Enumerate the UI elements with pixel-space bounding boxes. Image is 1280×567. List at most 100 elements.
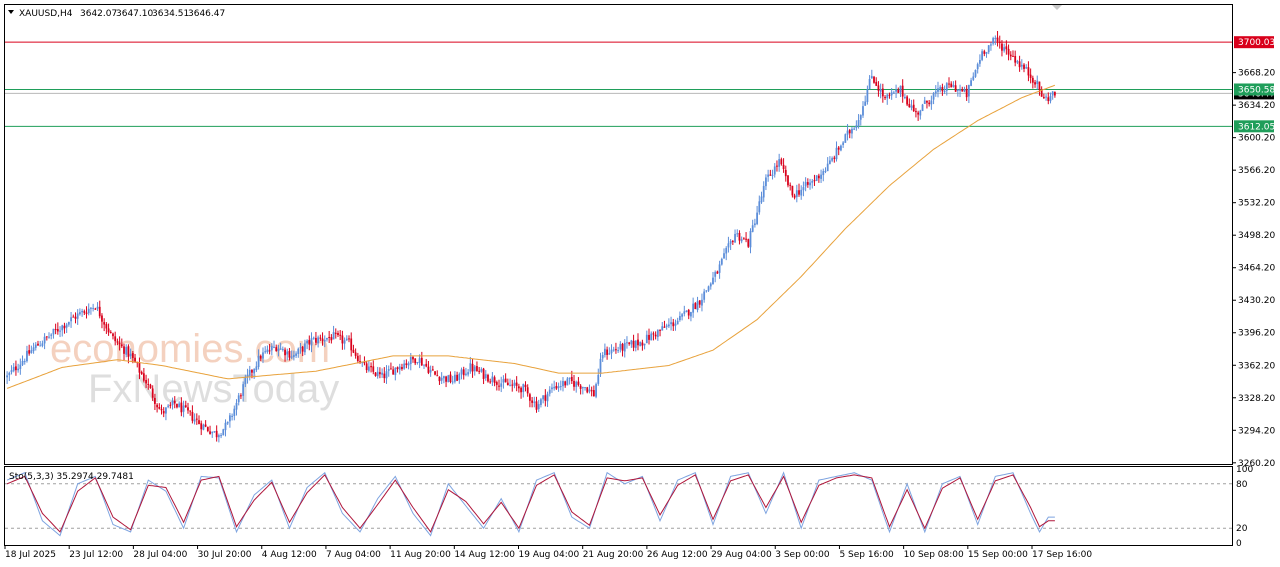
candle-body <box>270 346 273 351</box>
candle-body <box>193 419 196 422</box>
candle-body <box>562 381 564 387</box>
candle-body <box>374 372 377 376</box>
candle-body <box>288 350 291 358</box>
candle-body <box>429 370 432 373</box>
candle-body <box>81 310 84 313</box>
candle-body <box>875 81 878 86</box>
candle-body <box>985 52 988 54</box>
candle-body <box>1049 95 1052 102</box>
y-tick-label: 3668.20 <box>1238 69 1275 79</box>
candle-body <box>740 239 743 242</box>
candle-body <box>120 344 123 347</box>
stochastic-signal-line <box>6 474 1055 533</box>
candle-body <box>773 166 776 175</box>
candle-body <box>573 380 575 387</box>
candle-body <box>868 79 871 90</box>
candle-body <box>599 358 602 375</box>
candle-body <box>784 169 787 177</box>
candle-body <box>343 340 346 344</box>
candle-body <box>515 382 518 386</box>
candle-body <box>306 340 309 344</box>
candle-body <box>242 384 245 396</box>
candle-body <box>94 308 97 310</box>
chart-shift-marker-icon[interactable] <box>1052 5 1062 10</box>
candle-body <box>1042 96 1045 98</box>
symbol-dropdown-icon[interactable] <box>8 10 14 14</box>
candle-body <box>683 311 686 314</box>
candle-body <box>43 336 46 344</box>
ohlc-high: 3647.10 <box>116 9 153 19</box>
candle-body <box>284 349 286 356</box>
candle-body <box>716 271 719 274</box>
candle-body <box>749 231 752 248</box>
candle-body <box>90 307 92 309</box>
candle-body <box>945 83 948 91</box>
candle-body <box>67 321 70 325</box>
candle-body <box>244 377 247 385</box>
candle-body <box>76 313 79 319</box>
candle-body <box>857 119 860 127</box>
candle-body <box>334 332 337 334</box>
candle-body <box>268 350 271 352</box>
candle-body <box>952 84 955 87</box>
x-tick-label: 19 Aug 04:00 <box>519 550 580 560</box>
candle-body <box>811 180 814 183</box>
candle-body <box>453 374 456 382</box>
candle-body <box>264 351 267 353</box>
candle-body <box>676 320 679 325</box>
candle-body <box>509 384 511 386</box>
level-tag-label: 3612.05 <box>1238 122 1275 132</box>
candle-body <box>85 312 88 314</box>
candle-body <box>954 85 957 92</box>
candle-body <box>654 334 657 337</box>
candle-body <box>473 366 476 372</box>
candle-body <box>548 389 551 394</box>
candle-body <box>903 97 906 99</box>
candle-body <box>72 316 75 318</box>
candle-body <box>584 387 586 389</box>
candle-body <box>978 59 981 64</box>
candle-body <box>1016 61 1019 63</box>
candle-body <box>793 195 796 198</box>
candle-body <box>78 312 81 315</box>
candle-body <box>610 349 613 354</box>
candle-body <box>837 147 840 150</box>
candle-body <box>919 110 922 116</box>
candle-body <box>533 401 536 403</box>
candle-body <box>987 45 990 53</box>
candle-body <box>597 374 600 384</box>
candle-body <box>465 373 467 375</box>
candle-body <box>767 174 770 177</box>
candle-body <box>859 115 862 120</box>
candle-body <box>387 369 390 371</box>
candle-body <box>1038 81 1041 90</box>
x-tick-label: 26 Aug 12:00 <box>647 550 708 560</box>
candle-body <box>131 353 134 358</box>
candle-body <box>670 322 672 325</box>
candle-body <box>330 337 333 341</box>
candle-body <box>178 403 181 408</box>
stochastic-y-tick-label: 20 <box>1236 524 1248 534</box>
candle-body <box>789 184 792 186</box>
candle-body <box>253 369 256 374</box>
candle-body <box>204 424 207 427</box>
candle-body <box>701 299 703 306</box>
candle-body <box>870 76 873 79</box>
candle-body <box>714 272 717 277</box>
candle-body <box>932 93 935 100</box>
candle-body <box>586 387 589 393</box>
candle-body <box>705 290 708 292</box>
level-tag-bg <box>1234 36 1274 49</box>
candle-body <box>173 400 176 404</box>
candle-body <box>528 394 531 401</box>
candle-body <box>771 174 774 176</box>
candle-body <box>798 190 800 195</box>
candle-body <box>718 264 721 273</box>
candle-body <box>83 311 86 313</box>
candle-body <box>639 341 642 347</box>
candle-body <box>696 301 699 310</box>
y-tick-label: 3600.20 <box>1238 134 1275 144</box>
candle-body <box>416 362 419 364</box>
x-tick-label: 3 Sep 00:00 <box>775 550 830 560</box>
y-tick-label: 3294.20 <box>1238 426 1275 436</box>
